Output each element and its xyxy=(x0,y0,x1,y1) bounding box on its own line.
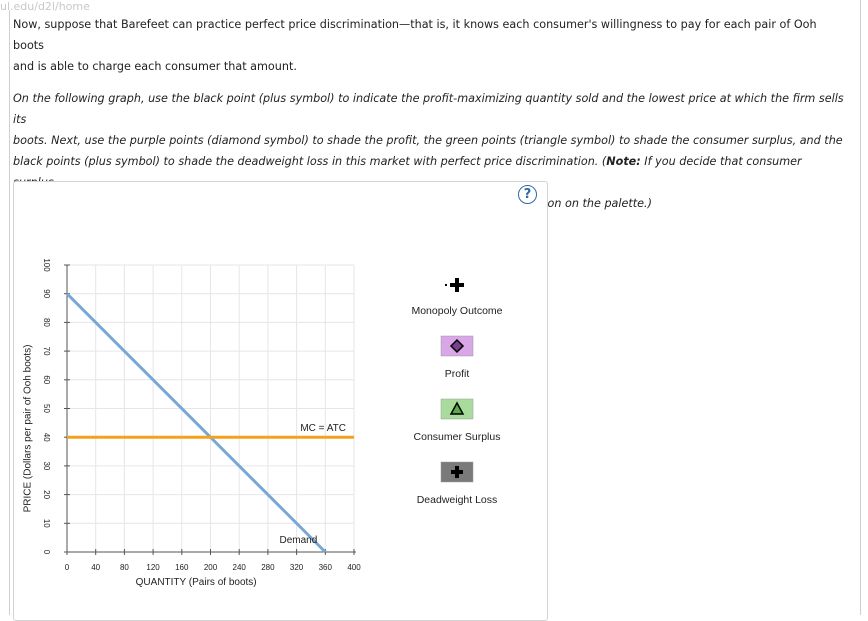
left-divider xyxy=(9,10,10,615)
intro-line-2: and is able to charge each consumer that… xyxy=(13,60,297,73)
series-line-demand xyxy=(65,292,327,554)
palette-label: Deadweight Loss xyxy=(417,494,498,506)
y-tick-label: 20 xyxy=(42,490,51,499)
x-tick-label: 160 xyxy=(175,563,189,572)
y-tick-label: 80 xyxy=(42,318,51,327)
triangle-icon xyxy=(449,401,465,415)
plus-icon-bar xyxy=(450,283,464,287)
y-tick-label: 10 xyxy=(42,519,51,528)
palette-item-monopoly-outcome[interactable]: Monopoly Outcome xyxy=(411,278,503,317)
url-fragment: ul.edu/d2l/home xyxy=(0,0,90,13)
x-tick-label: 280 xyxy=(261,563,275,572)
palette: Monopoly Outcome Profit Consumer Surplus De… xyxy=(411,278,503,506)
x-tick-label: 240 xyxy=(233,563,247,572)
help-icon[interactable]: ? xyxy=(518,185,537,204)
palette-item-profit[interactable]: Profit xyxy=(440,335,474,380)
palette-label: Profit xyxy=(445,368,470,380)
x-tick-label: 360 xyxy=(319,563,333,572)
x-tick-label: 120 xyxy=(146,563,160,572)
instructions-line-1: On the following graph, use the black po… xyxy=(13,92,844,126)
x-tick-label: 0 xyxy=(65,563,70,572)
chart-grid xyxy=(67,264,355,552)
series-label-mc-atc: MC = ATC xyxy=(300,423,346,434)
y-tick-label: 60 xyxy=(42,375,51,384)
series-label-demand: Demand xyxy=(279,535,317,546)
intro-text: Now, suppose that Barefeet can practice … xyxy=(13,14,843,77)
x-tick-label: 320 xyxy=(290,563,304,572)
x-tick-label: 200 xyxy=(204,563,218,572)
chart-labels: QUANTITY (Pairs of boots) PRICE (Dollars … xyxy=(23,345,346,588)
y-tick-label: 30 xyxy=(42,461,51,470)
palette-item-consumer-surplus[interactable]: Consumer Surplus xyxy=(414,398,501,443)
diamond-icon xyxy=(449,338,465,354)
plus-icon-dot xyxy=(445,284,447,286)
y-tick-label: 0 xyxy=(42,550,51,555)
y-tick-label: 40 xyxy=(42,433,51,442)
y-tick-label: 70 xyxy=(42,347,51,356)
x-axis-label: QUANTITY (Pairs of boots) xyxy=(136,577,257,588)
y-tick-label: 90 xyxy=(42,289,51,298)
instructions-line-2: boots. Next, use the purple points (diam… xyxy=(13,134,843,147)
note-label: Note: xyxy=(606,155,641,168)
palette-item-deadweight-loss[interactable]: Deadweight Loss xyxy=(417,461,498,506)
intro-line-1: Now, suppose that Barefeet can practice … xyxy=(13,18,817,52)
x-tick-label: 80 xyxy=(120,563,129,572)
instructions-line-3a: black points (plus symbol) to shade the … xyxy=(13,155,607,168)
plus-icon-bar xyxy=(451,470,463,474)
x-tick-label: 40 xyxy=(91,563,100,572)
chart-ticks: 0 10 20 30 40 50 60 70 80 90 100 0 40 80 120 160 200 240 2… xyxy=(42,258,361,572)
palette-label: Monopoly Outcome xyxy=(411,305,502,317)
y-tick-label: 50 xyxy=(42,404,51,413)
x-tick-label: 400 xyxy=(347,563,361,572)
y-tick-label: 100 xyxy=(42,258,51,272)
chart-series xyxy=(65,292,354,554)
right-divider xyxy=(860,0,861,615)
y-axis-label: PRICE (Dollars per pair of Ooh boots) xyxy=(23,345,34,513)
palette-label: Consumer Surplus xyxy=(414,431,501,443)
